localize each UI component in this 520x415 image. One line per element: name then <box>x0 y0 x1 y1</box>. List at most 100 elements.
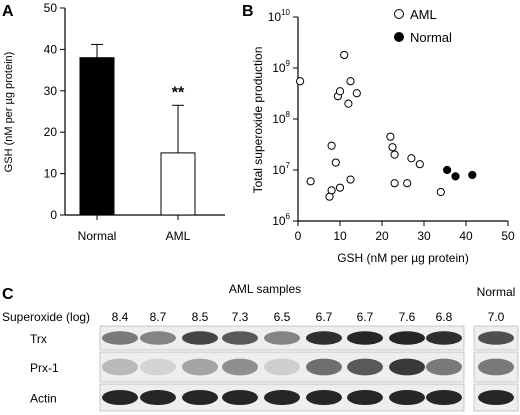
superoxide-value: 7.6 <box>399 310 416 324</box>
bar-normal <box>79 57 115 216</box>
point-aml <box>335 183 345 192</box>
blot-label: Prx-1 <box>30 361 59 375</box>
y-tick-label: 30 <box>44 84 58 98</box>
blot-band <box>426 389 462 406</box>
panel-b: B 106 107 108 109 1010 0 10 20 30 40 50 AML Normal… <box>242 3 515 265</box>
y-tick-label: 50 <box>44 1 58 15</box>
point-normal <box>443 165 452 175</box>
significance-annotation: ** <box>172 84 185 101</box>
point-aml <box>346 175 355 184</box>
panel-label-c: C <box>2 286 14 303</box>
point-aml <box>327 186 336 195</box>
y-tick-label: 106 <box>272 212 290 228</box>
blot-band <box>264 358 300 376</box>
blot-band <box>306 331 342 345</box>
superoxide-value: 6.8 <box>436 310 453 324</box>
panel-label-b: B <box>242 3 254 20</box>
blot-label: Actin <box>30 392 57 406</box>
superoxide-values: 8.4 8.7 8.5 7.3 6.5 6.7 6.7 7.6 6.8 7.0 <box>112 310 505 324</box>
blot-band <box>264 331 300 345</box>
x-tick-label: AML <box>166 229 191 243</box>
panel-b-x-axis-label: GSH (nM per µg protein) <box>337 251 469 265</box>
point-aml <box>436 187 445 197</box>
point-aml <box>327 141 336 150</box>
point-aml <box>390 179 399 188</box>
superoxide-value: 6.7 <box>316 310 333 324</box>
panel-label-a: A <box>2 3 14 20</box>
panel-b-legend: AML Normal <box>394 7 452 45</box>
x-tick-label: 10 <box>333 229 347 243</box>
x-tick-label: 30 <box>417 229 431 243</box>
panel-b-x-ticks: 0 10 20 30 40 50 <box>295 221 515 243</box>
normal-header: Normal <box>477 285 516 299</box>
y-tick-label: 1010 <box>268 8 291 24</box>
legend-marker-normal <box>394 32 404 42</box>
panel-b-y-axis-label: Total superoxide production <box>251 47 265 194</box>
superoxide-value: 8.7 <box>150 310 167 324</box>
x-tick-label: Normal <box>78 229 117 243</box>
point-aml <box>415 160 424 169</box>
blot-band <box>182 331 218 345</box>
blot-band <box>347 389 383 406</box>
blot-actin: Actin <box>30 383 519 412</box>
y-tick-label: 10 <box>44 167 58 181</box>
blot-band <box>426 331 462 345</box>
blot-band <box>102 331 138 345</box>
point-aml <box>346 77 355 86</box>
blot-band <box>222 331 258 345</box>
blot-label: Trx <box>30 332 47 346</box>
blot-band <box>264 389 300 406</box>
blot-band <box>347 358 383 376</box>
y-tick-label: 40 <box>44 42 58 56</box>
blot-band <box>182 389 218 406</box>
blot-band-normal <box>478 389 514 406</box>
blot-band <box>426 358 462 376</box>
legend-marker-aml <box>394 9 404 19</box>
point-aml <box>296 77 305 86</box>
blot-band <box>182 358 218 376</box>
panel-a-y-ticks: 0 10 20 30 40 50 <box>44 1 65 222</box>
x-tick-label: 0 <box>295 229 302 243</box>
panel-b-points <box>296 50 477 201</box>
point-aml <box>388 143 397 152</box>
point-aml <box>344 99 353 108</box>
blot-band <box>306 358 342 376</box>
legend-label-normal: Normal <box>410 30 452 45</box>
aml-samples-header: AML samples <box>229 282 301 296</box>
blot-band <box>102 389 138 406</box>
blot-band <box>306 389 342 406</box>
x-tick-label: 40 <box>459 229 473 243</box>
blot-band <box>222 389 258 406</box>
x-tick-label: 50 <box>501 229 515 243</box>
bar-aml <box>160 152 196 216</box>
blot-band <box>389 358 425 376</box>
panel-a-bars: ** <box>79 43 196 216</box>
blot-prx-1: Prx-1 <box>30 351 519 383</box>
blot-band <box>347 331 383 345</box>
y-tick-label: 109 <box>272 59 290 75</box>
superoxide-value: 6.7 <box>357 310 374 324</box>
western-blots: Trx Prx-1 Actin <box>30 325 519 412</box>
y-tick-label: 0 <box>50 208 57 222</box>
point-aml <box>335 87 345 96</box>
blot-band <box>140 389 176 406</box>
panel-a-x-labels: Normal AML <box>78 215 191 243</box>
superoxide-value: 8.5 <box>192 310 209 324</box>
point-aml <box>390 150 399 159</box>
panel-a-y-axis-label: GSH (nM per µg protein) <box>3 52 15 173</box>
superoxide-value-normal: 7.0 <box>488 310 505 324</box>
blot-trx: Trx <box>30 325 519 351</box>
superoxide-value: 7.3 <box>232 310 249 324</box>
superoxide-value: 8.4 <box>112 310 129 324</box>
blot-band <box>222 358 258 376</box>
superoxide-value: 6.5 <box>274 310 291 324</box>
point-aml <box>340 50 349 60</box>
blot-band <box>102 358 138 376</box>
point-aml <box>403 179 412 188</box>
superoxide-row-label: Superoxide (log) <box>2 310 90 324</box>
panel-a: A 0 10 20 30 40 50 ** Normal AML GSH (nM per µ… <box>2 1 225 243</box>
point-aml <box>306 177 315 186</box>
panel-b-y-ticks: 106 107 108 109 1010 <box>268 8 298 228</box>
y-tick-label: 107 <box>272 161 290 177</box>
